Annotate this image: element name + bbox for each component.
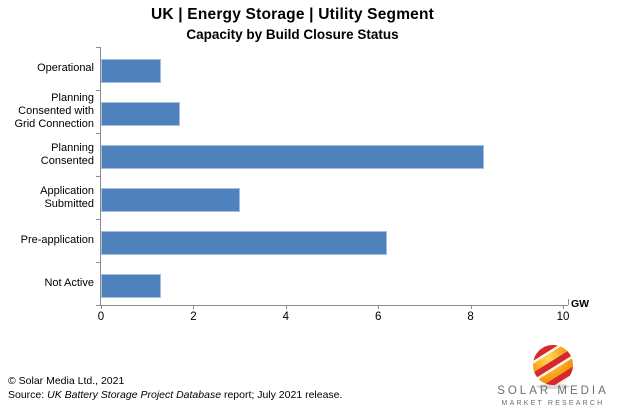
x-axis-tick-label: 10 <box>556 311 570 323</box>
source-title: UK Battery Storage Project Database <box>47 389 222 401</box>
source-line: Source: UK Battery Storage Project Datab… <box>8 388 342 402</box>
category-label: Not Active <box>44 277 94 289</box>
chart-title: UK | Energy Storage | Utility Segment <box>150 6 435 23</box>
source-prefix: Source: <box>8 389 48 401</box>
y-axis-tick <box>96 90 101 91</box>
x-axis-tick <box>101 305 102 309</box>
logo-name: SOLAR MEDIA <box>497 385 609 397</box>
x-axis-tick <box>378 305 380 309</box>
y-axis-tick <box>96 133 101 134</box>
x-axis-tick <box>563 305 564 309</box>
y-axis-tick <box>96 305 101 306</box>
source-suffix: report; July 2021 release. <box>221 389 343 401</box>
x-axis-tick-label: 2 <box>190 311 197 323</box>
copyright-line: © Solar Media Ltd., 2021 <box>8 375 125 387</box>
x-axis-end-tick <box>568 299 569 305</box>
category-label: Planning Consented with Grid Connection <box>14 92 95 130</box>
y-axis-tick <box>96 176 101 177</box>
y-axis-tick <box>96 219 101 220</box>
x-axis-tick <box>470 305 472 309</box>
x-axis-extension <box>563 305 568 306</box>
x-axis-tick-label: 6 <box>374 311 382 323</box>
category-axis-labels: Operational Planning Consented with Grid … <box>0 47 95 305</box>
x-axis-tick-label: 0 <box>97 311 105 323</box>
bar <box>101 58 162 83</box>
bar <box>101 187 240 212</box>
y-axis-tick <box>96 262 101 263</box>
bar <box>101 273 162 298</box>
bar <box>101 101 180 126</box>
chart-subtitle: Capacity by Build Closure Status <box>186 27 399 42</box>
x-axis-tick-label: 4 <box>282 311 289 323</box>
y-axis-tick <box>96 47 101 48</box>
x-axis-tick-label: 8 <box>467 311 474 323</box>
sun-icon: SOLAR MEDIA MARKET RESEARCH <box>497 337 609 407</box>
x-axis-tick <box>193 305 195 309</box>
plot-area: 0 2 4 6 8 10 <box>96 47 569 323</box>
bar <box>101 230 388 255</box>
bar <box>101 144 485 169</box>
category-label: Planning Consented <box>40 141 94 167</box>
footer: © Solar Media Ltd., 2021 Source: UK Batt… <box>8 374 342 402</box>
solar-media-logo: SOLAR MEDIA MARKET RESEARCH <box>487 333 619 415</box>
x-axis-tick <box>285 305 287 309</box>
logo-tagline: MARKET RESEARCH <box>502 400 605 407</box>
x-axis-unit-label: GW <box>571 298 590 310</box>
category-label: Pre-application <box>20 234 94 246</box>
category-label: Application Submitted <box>40 184 94 210</box>
category-label: Operational <box>37 62 94 74</box>
